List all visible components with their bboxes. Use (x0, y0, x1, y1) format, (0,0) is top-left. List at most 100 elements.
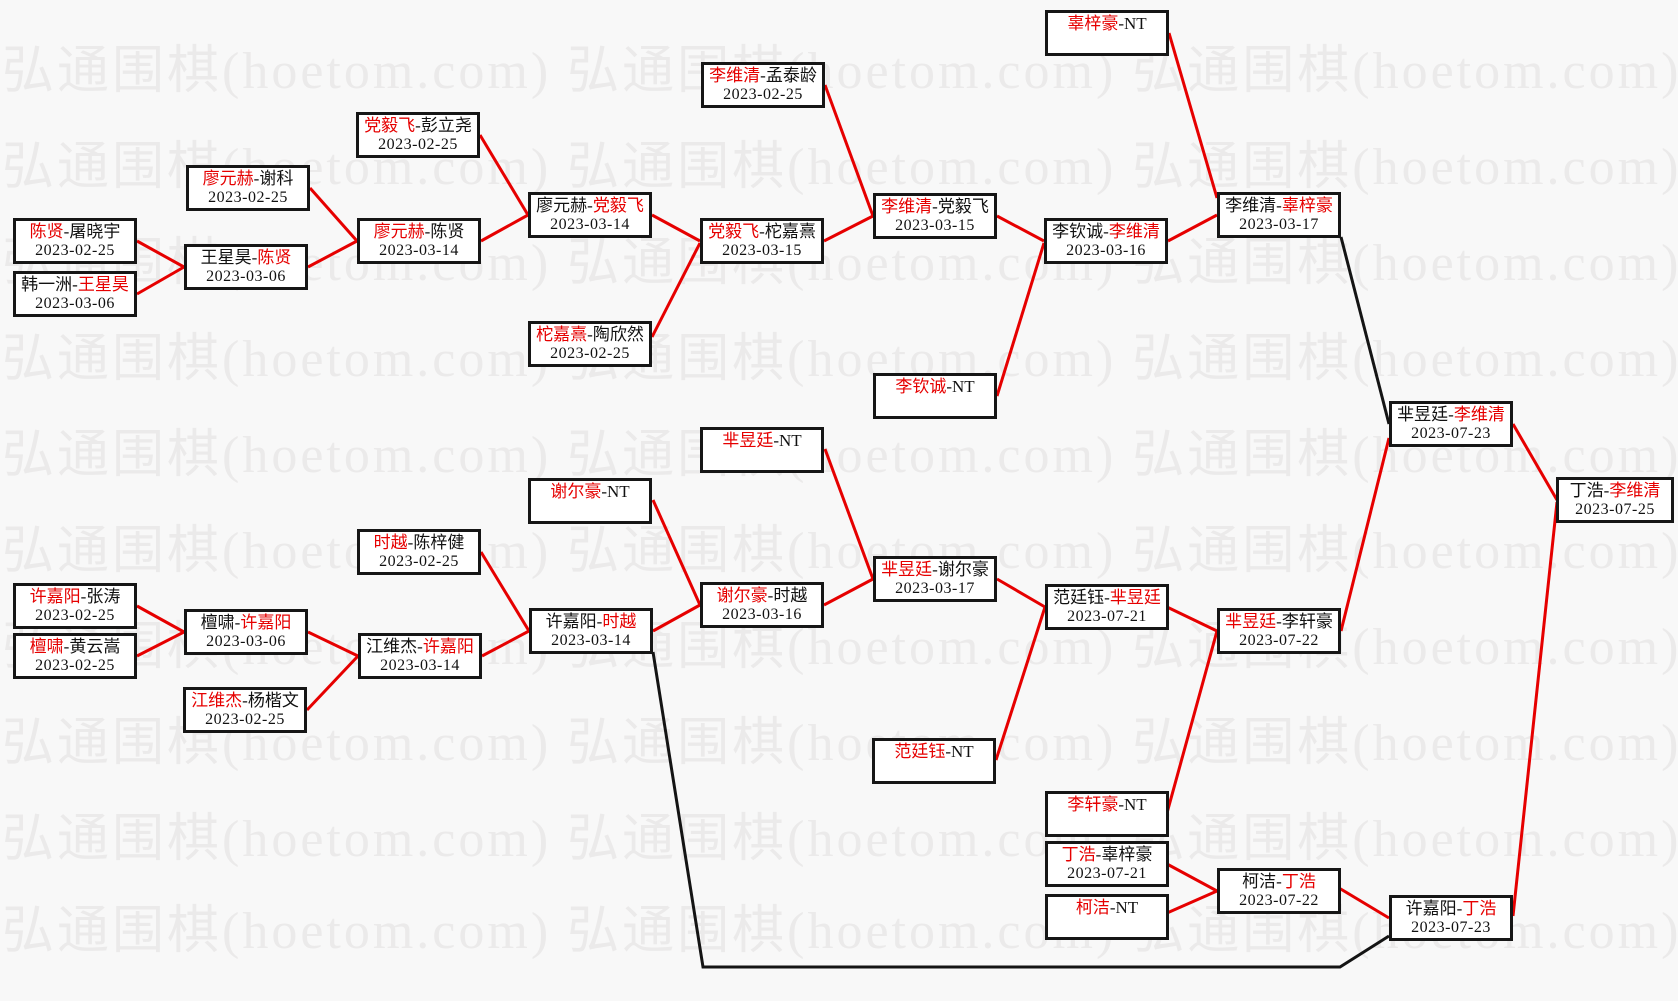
players-dash: - (407, 533, 414, 552)
loser-connector-line (651, 651, 1390, 969)
player-name: NT (779, 431, 802, 450)
match-box: 韩一洲-王星昊 2023-03-06 (13, 271, 137, 317)
winner-connector-line (823, 84, 875, 217)
winner-connector-line (823, 448, 875, 580)
match-players: 李维清-辜梓豪 (1220, 196, 1338, 215)
match-players: 许嘉阳-时越 (532, 612, 650, 631)
player-name: NT (952, 377, 975, 396)
match-box: 党毅飞-彭立尧 2023-02-25 (356, 112, 480, 158)
match-box: 芈昱廷-李维清 2023-07-23 (1389, 401, 1513, 447)
players-dash: - (932, 197, 938, 216)
match-date: 2023-07-22 (1239, 892, 1319, 909)
winner-name: 芈昱廷 (1225, 612, 1277, 631)
winner-connector-line (651, 499, 702, 606)
player-name: 陶欣然 (592, 325, 644, 344)
players-dash: - (1448, 405, 1454, 424)
player-name: 谢尔豪 (937, 560, 989, 579)
match-date: 2023-07-23 (1411, 425, 1491, 442)
winner-connector-line (652, 603, 701, 633)
match-players: 党毅飞-彭立尧 (359, 116, 477, 135)
players-dash: - (417, 637, 423, 656)
match-box: 丁浩-辜梓豪 2023-07-21 (1045, 841, 1169, 887)
match-box: 廖元赫-陈贤 2023-03-14 (357, 218, 481, 264)
winner-name: 李维清 (709, 66, 761, 85)
players-dash: - (587, 325, 593, 344)
winner-name: 许嘉阳 (240, 613, 292, 632)
winner-connector-line (995, 242, 1046, 397)
players-dash: - (759, 222, 765, 241)
winner-name: 陈贤 (257, 248, 292, 267)
match-players: 柯洁-丁浩 (1220, 872, 1338, 891)
winner-connector-line (823, 214, 874, 243)
match-box: 李轩豪-NT (1045, 791, 1169, 837)
match-date: 2023-02-25 (208, 189, 288, 206)
winner-name: 廖元赫 (373, 222, 425, 241)
match-date: 2023-03-14 (551, 632, 631, 649)
player-name: 丁浩 (1569, 481, 1604, 500)
match-players: 许嘉阳-丁浩 (1392, 899, 1510, 918)
winner-connector-line (136, 630, 185, 658)
players-dash: - (587, 196, 593, 215)
match-box: 檀啸-许嘉阳 2023-03-06 (184, 609, 308, 655)
winner-connector-line (1511, 501, 1559, 917)
match-box: 柁嘉熹-陶欣然 2023-02-25 (528, 321, 652, 367)
match-box: 廖元赫-党毅飞 2023-03-14 (528, 192, 652, 238)
winner-name: 李钦诚 (895, 377, 947, 396)
player-name: 时越 (773, 586, 808, 605)
player-name: 李轩豪 (1281, 612, 1333, 631)
winner-name: 丁浩 (1281, 872, 1316, 891)
match-date: 2023-02-25 (378, 136, 458, 153)
players-dash: - (1103, 222, 1109, 241)
match-players: 辜梓豪-NT (1048, 14, 1166, 33)
players-dash: - (1603, 481, 1610, 500)
match-box: 许嘉阳-时越 2023-03-14 (529, 608, 653, 654)
player-name: 陈梓健 (413, 533, 465, 552)
match-players: 丁浩-李维清 (1559, 481, 1671, 500)
winner-name: 党毅飞 (708, 222, 760, 241)
winner-connector-line (1338, 886, 1390, 920)
winner-connector-line (307, 239, 358, 269)
match-box: 李维清-党毅飞 2023-03-15 (873, 193, 997, 239)
player-name: 黄云嵩 (69, 637, 121, 656)
winner-connector-line (996, 214, 1045, 243)
players-dash: - (760, 66, 766, 85)
players-dash: - (946, 377, 952, 396)
players-dash: - (234, 613, 241, 632)
match-players: 廖元赫-党毅飞 (531, 196, 649, 215)
players-dash: - (932, 560, 938, 579)
match-box: 范廷钰-芈昱廷 2023-07-21 (1045, 584, 1169, 630)
winner-connector-line (480, 213, 529, 243)
players-dash: - (1276, 196, 1282, 215)
player-name: 屠晓宇 (69, 222, 121, 241)
match-players: 范廷钰-芈昱廷 (1048, 588, 1166, 607)
match-date: 2023-07-22 (1239, 632, 1319, 649)
match-players: 廖元赫-陈贤 (360, 222, 478, 241)
match-box: 廖元赫-谢科 2023-02-25 (186, 165, 310, 211)
watermark-text: 弘通围棋(hoetom.com) 弘通围棋(hoetom.com) 弘通围棋(h… (2, 523, 1678, 580)
match-box: 柯洁-NT (1045, 894, 1169, 940)
players-dash: - (63, 222, 70, 241)
match-players: 李钦诚-NT (876, 377, 994, 396)
winner-name: 李维清 (1108, 222, 1160, 241)
match-players: 谢尔豪-NT (531, 482, 649, 501)
match-players: 江维杰-杨楷文 (186, 691, 304, 710)
match-box: 王星昊-陈贤 2023-03-06 (184, 244, 308, 290)
match-date: 2023-02-25 (723, 86, 803, 103)
match-date: 2023-02-25 (379, 553, 459, 570)
players-dash: - (415, 116, 421, 135)
players-dash: - (251, 248, 258, 267)
match-players: 陈贤-屠晓宇 (16, 222, 134, 241)
match-date: 2023-02-25 (35, 657, 115, 674)
match-date: 2023-02-25 (550, 345, 630, 362)
winner-name: 谢尔豪 (716, 586, 768, 605)
player-name: 檀啸 (200, 613, 235, 632)
winner-name: 许嘉阳 (29, 587, 81, 606)
winner-connector-line (1339, 437, 1391, 632)
winner-connector-line (651, 213, 701, 243)
match-players: 韩一洲-王星昊 (16, 275, 134, 294)
winner-name: 丁浩 (1462, 899, 1497, 918)
players-dash: - (945, 742, 951, 761)
winner-name: 芈昱廷 (881, 560, 933, 579)
